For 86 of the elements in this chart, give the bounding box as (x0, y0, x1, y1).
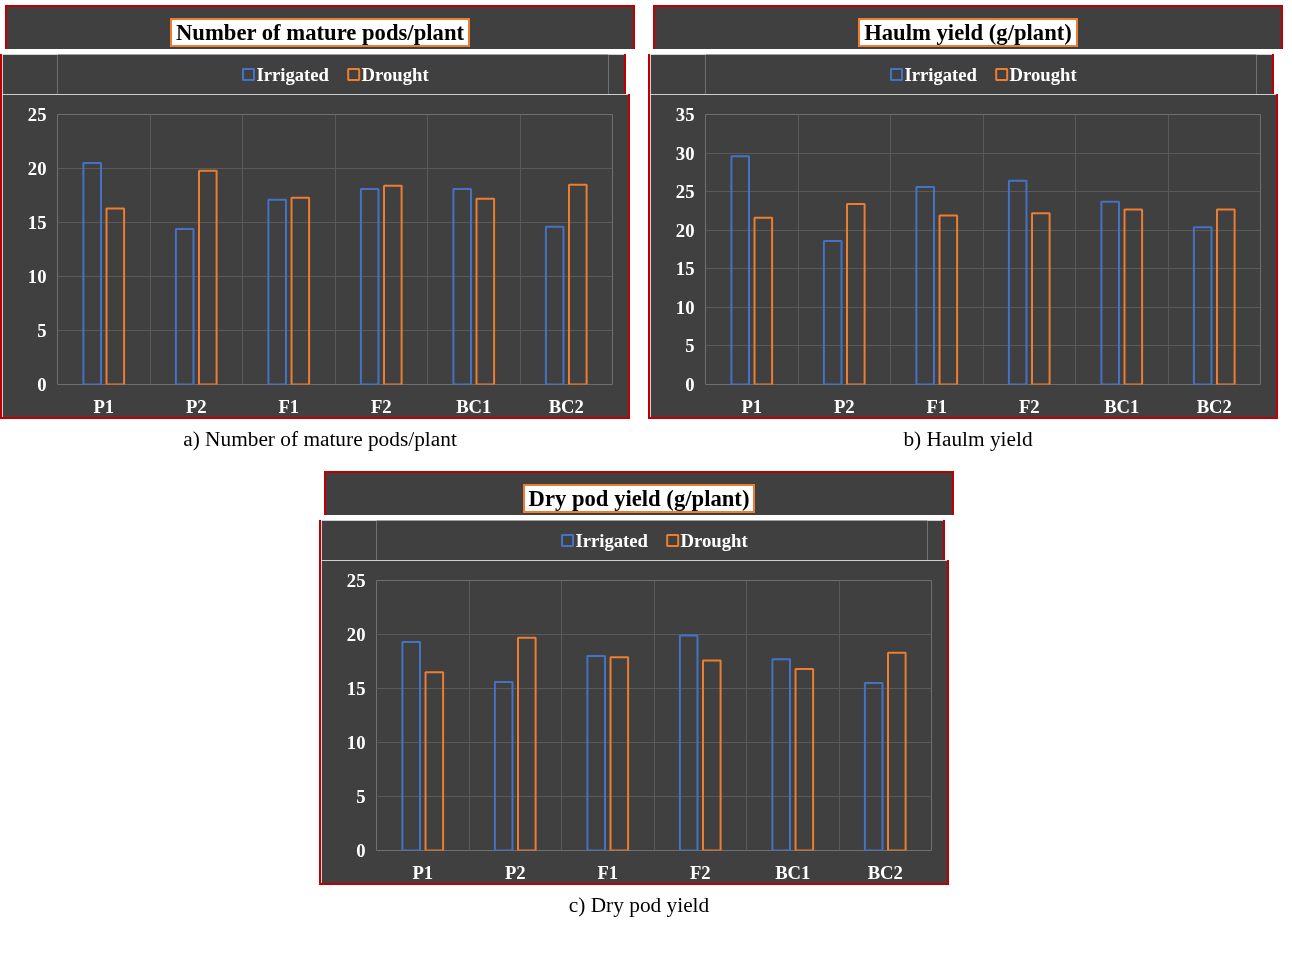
bar (493, 681, 514, 851)
x-tick-label: P1 (93, 395, 115, 417)
legend-label: Irrigated (904, 64, 978, 86)
bar (452, 188, 472, 385)
chart-title: Number of mature pods/plant (169, 18, 471, 47)
y-tick-label: 10 (346, 732, 366, 754)
legend-label: Irrigated (256, 64, 330, 86)
bar (915, 186, 935, 385)
chart-title: Haulm yield (g/plant) (858, 18, 1078, 47)
x-tick-label: BC2 (1196, 395, 1232, 417)
y-tick-label: 35 (675, 104, 695, 126)
bar (794, 668, 815, 851)
chart-title: Dry pod yield (g/plant) (522, 483, 756, 513)
y-tick-label: 20 (675, 220, 695, 242)
y-tick-label: 20 (27, 158, 47, 180)
bar (702, 659, 722, 851)
y-tick-label: 25 (346, 570, 366, 592)
x-tick-label: P2 (833, 395, 855, 417)
bar (1031, 212, 1051, 385)
bar (82, 162, 102, 385)
bar (586, 655, 606, 851)
x-tick-label: P2 (185, 395, 207, 417)
bar (174, 228, 195, 385)
y-tick-label: 5 (37, 320, 47, 342)
x-tick-label: F1 (278, 395, 300, 417)
bar (290, 197, 311, 385)
bar (730, 155, 750, 385)
x-tick-label: F1 (926, 395, 948, 417)
y-tick-label: 30 (675, 142, 695, 164)
bar (938, 214, 959, 385)
bar (771, 658, 791, 851)
bar (424, 671, 445, 851)
y-tick-label: 0 (37, 374, 47, 396)
legend-label: Irrigated (575, 530, 649, 552)
text: b) Haulm yield (903, 426, 1033, 454)
x-tick-label: BC1 (1104, 395, 1140, 417)
bar (678, 634, 699, 851)
bar (887, 652, 907, 851)
x-tick-label: F2 (1018, 395, 1040, 417)
x-tick-label: P1 (741, 395, 763, 417)
bar (822, 240, 843, 385)
x-tick-label: P2 (504, 861, 526, 883)
y-tick-label: 15 (27, 212, 47, 234)
x-tick-label: F2 (689, 861, 711, 883)
x-tick-label: F1 (597, 861, 619, 883)
y-tick-label: 15 (675, 258, 695, 280)
y-tick-label: 5 (356, 786, 366, 808)
x-tick-label: BC1 (775, 861, 811, 883)
x-tick-label: BC2 (867, 861, 903, 883)
bar (1100, 201, 1120, 385)
bar (863, 682, 884, 851)
legend-label: Drought (361, 64, 430, 86)
x-tick-label: F2 (370, 395, 392, 417)
bar (1007, 180, 1028, 385)
text: a) Number of mature pods/plant (183, 426, 457, 454)
bar (846, 203, 866, 385)
bar (517, 636, 537, 851)
y-tick-label: 0 (356, 840, 366, 862)
y-tick-label: 20 (346, 624, 366, 646)
legend-label: Drought (680, 530, 749, 552)
y-tick-label: 10 (675, 297, 695, 319)
y-tick-label: 5 (685, 335, 695, 357)
bar (475, 198, 496, 385)
x-tick-label: BC2 (548, 395, 584, 417)
legend-label: Drought (1009, 64, 1078, 86)
text: c) Dry pod yield (568, 892, 710, 920)
bar (609, 656, 630, 851)
bar (1123, 208, 1144, 385)
bar (401, 641, 421, 851)
bar (105, 207, 126, 385)
bar (359, 188, 380, 385)
bar (198, 170, 218, 385)
y-tick-label: 10 (27, 266, 47, 288)
x-tick-label: BC1 (456, 395, 492, 417)
y-tick-label: 0 (685, 374, 695, 396)
bar (1216, 208, 1236, 385)
bar (383, 185, 403, 385)
bar (568, 184, 588, 385)
bar (753, 217, 774, 385)
y-tick-label: 25 (675, 181, 695, 203)
bar (544, 226, 565, 385)
bar (267, 199, 287, 385)
y-tick-label: 25 (27, 104, 47, 126)
y-tick-label: 15 (346, 678, 366, 700)
bar (1192, 226, 1213, 385)
x-tick-label: P1 (412, 861, 434, 883)
